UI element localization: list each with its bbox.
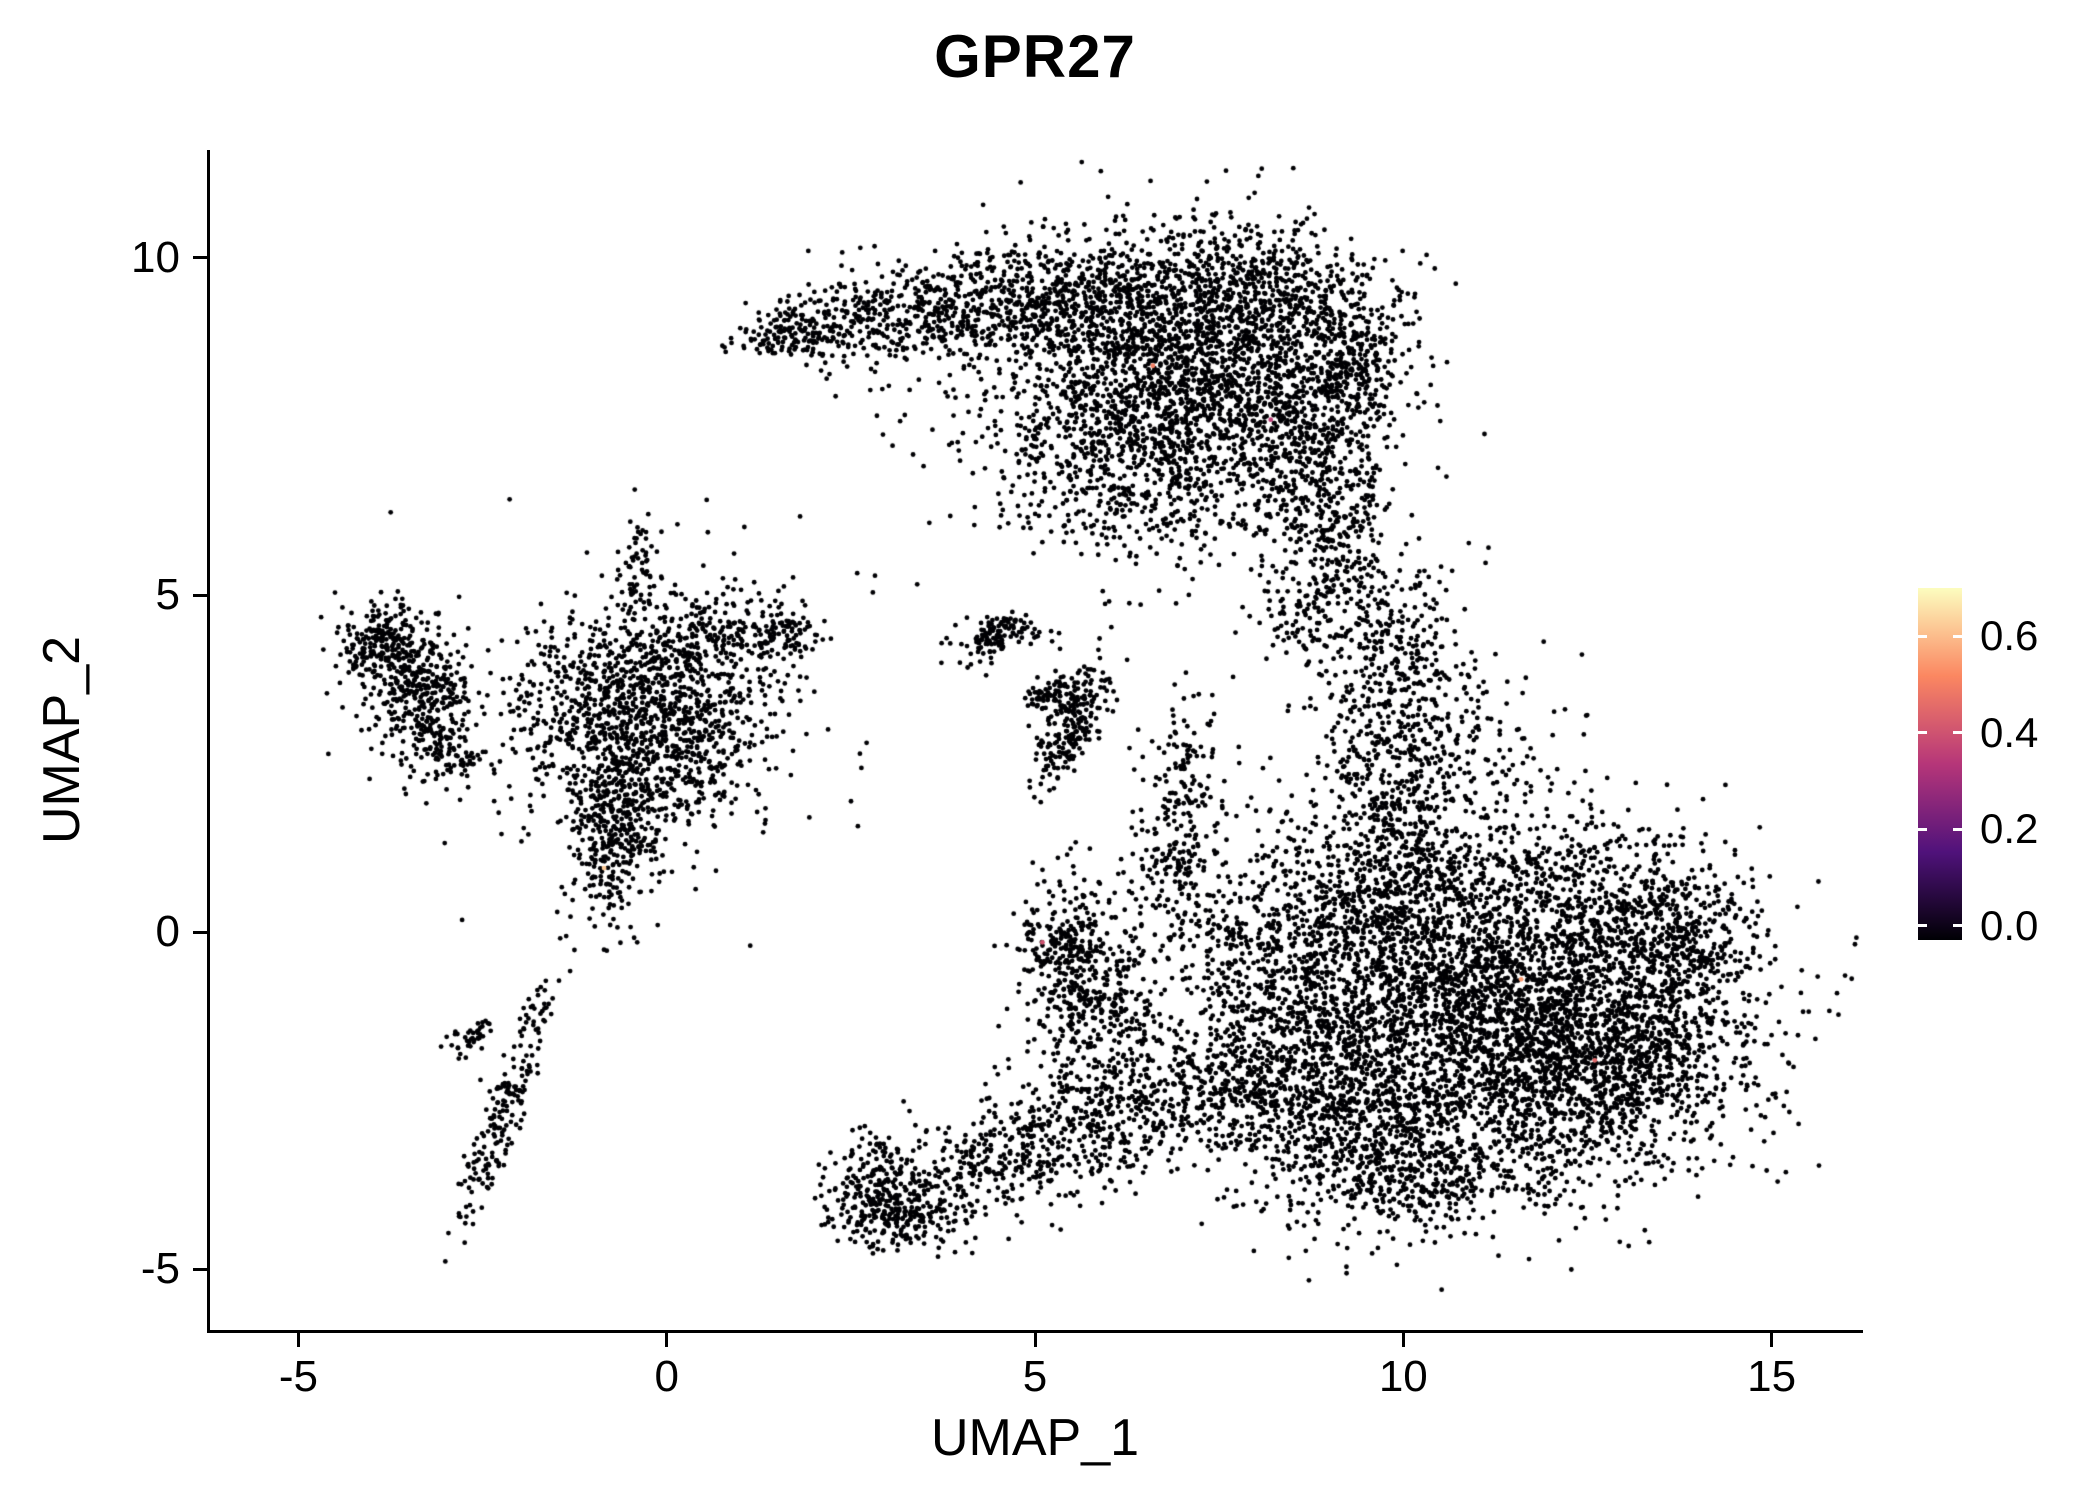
x-axis-line xyxy=(207,1330,1863,1333)
y-axis-tick xyxy=(193,256,207,260)
y-tick-label: -5 xyxy=(140,1244,180,1294)
x-axis-label: UMAP_1 xyxy=(930,1409,1140,1467)
colorbar-tick-mark xyxy=(1953,827,1962,831)
colorbar-tick-mark xyxy=(1918,827,1927,831)
plot-title: GPR27 xyxy=(934,23,1136,90)
x-tick-label: 0 xyxy=(654,1352,679,1401)
colorbar-tick-label: 0.4 xyxy=(1980,708,2039,756)
y-axis-tick xyxy=(193,930,207,934)
colorbar-tick-label: 0.6 xyxy=(1980,612,2039,660)
colorbar-tick-mark xyxy=(1918,731,1927,735)
colorbar-tick-mark xyxy=(1918,924,1927,928)
x-tick-label: 15 xyxy=(1747,1352,1797,1401)
colorbar-tick-label: 0.0 xyxy=(1980,901,2039,949)
x-axis-tick xyxy=(665,1333,669,1347)
y-axis-tick xyxy=(193,1267,207,1271)
x-axis-tick xyxy=(1770,1333,1774,1347)
y-tick-label: 0 xyxy=(155,907,180,957)
x-tick-label: 10 xyxy=(1378,1352,1428,1401)
x-tick-label: 5 xyxy=(1022,1352,1048,1401)
x-axis-tick xyxy=(1401,1333,1405,1347)
colorbar xyxy=(1918,588,1962,940)
x-axis-tick xyxy=(296,1333,300,1347)
y-axis-line xyxy=(207,150,210,1333)
colorbar-gradient xyxy=(1918,588,1962,940)
y-tick-label: 10 xyxy=(131,232,180,282)
y-tick-label: 5 xyxy=(155,570,180,620)
colorbar-tick-mark xyxy=(1953,731,1962,735)
colorbar-tick-mark xyxy=(1953,634,1962,638)
colorbar-tick-mark xyxy=(1953,924,1962,928)
colorbar-tick-mark xyxy=(1918,634,1927,638)
colorbar-tick-label: 0.2 xyxy=(1980,805,2039,853)
x-tick-label: -5 xyxy=(278,1352,318,1401)
x-axis-tick xyxy=(1033,1333,1037,1347)
y-axis-label: UMAP_2 xyxy=(33,635,91,845)
y-axis-tick xyxy=(193,593,207,597)
